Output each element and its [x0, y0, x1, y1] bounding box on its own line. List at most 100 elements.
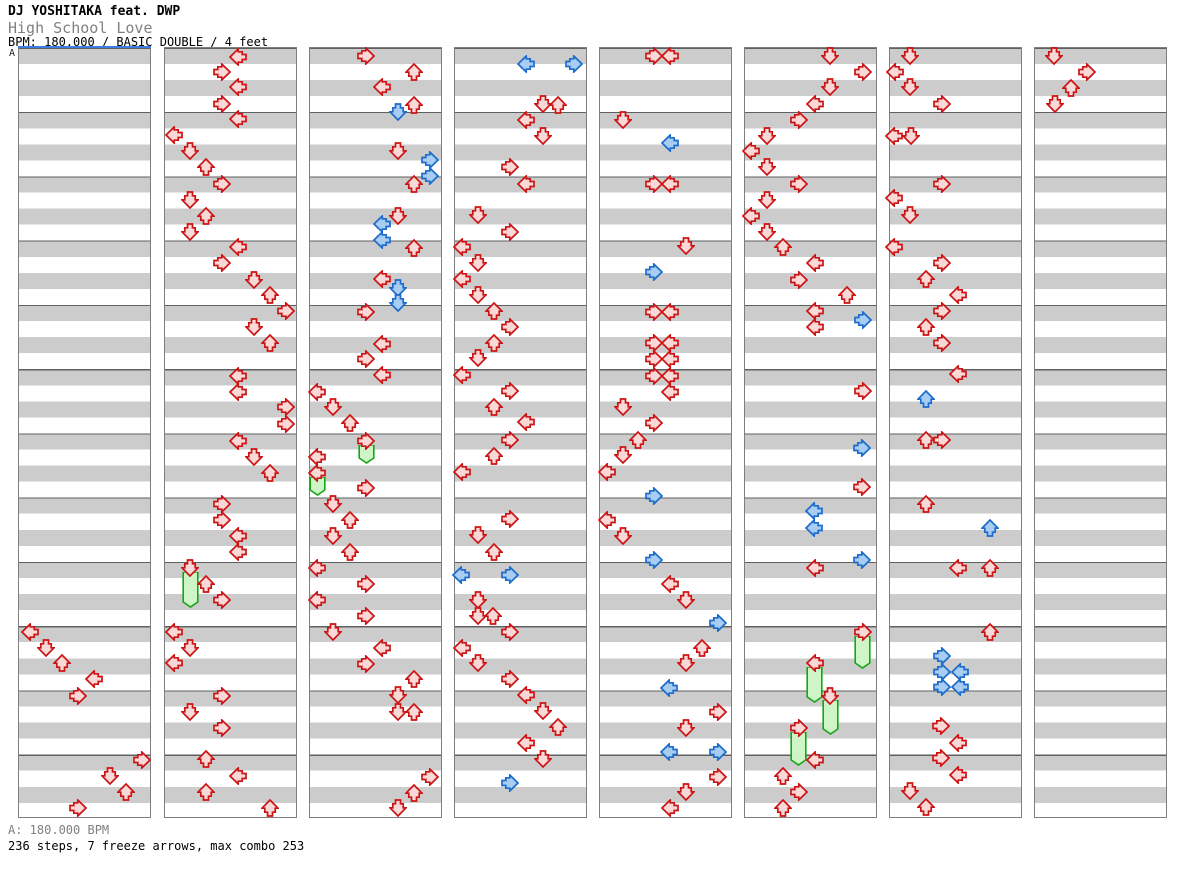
- note-arrow-down: [534, 95, 552, 113]
- note-arrow-down: [469, 591, 487, 609]
- note-arrow-right: [133, 751, 151, 769]
- note-arrow-down: [181, 191, 199, 209]
- note-arrow-right: [501, 623, 519, 641]
- note-arrow-left: [805, 502, 823, 520]
- note-arrow-up: [981, 519, 999, 537]
- note-arrow-right: [932, 749, 950, 767]
- note-arrow-down: [181, 703, 199, 721]
- measure-panel-3: [309, 47, 442, 818]
- note-arrow-down: [677, 719, 695, 737]
- note-arrow-left: [949, 286, 967, 304]
- note-arrow-left: [806, 559, 824, 577]
- note-arrow-right: [853, 551, 871, 569]
- freeze-arrow-body: [789, 731, 807, 770]
- measure-panel-8: [1034, 47, 1167, 818]
- note-arrow-right: [790, 175, 808, 193]
- note-arrow-right: [501, 382, 519, 400]
- note-arrow-right: [501, 431, 519, 449]
- note-arrow-left: [229, 767, 247, 785]
- note-arrow-down: [181, 223, 199, 241]
- note-arrow-down: [389, 279, 407, 297]
- note-arrow-left: [949, 559, 967, 577]
- note-arrow-up: [774, 799, 792, 817]
- note-arrow-right: [501, 566, 519, 584]
- note-arrow-left: [661, 383, 679, 401]
- footer-bpm-line: A: 180.000 BPM: [8, 823, 110, 837]
- note-arrow-right: [501, 318, 519, 336]
- note-arrow-down: [821, 687, 839, 705]
- note-arrow-down: [1046, 95, 1064, 113]
- note-arrow-right: [790, 783, 808, 801]
- note-arrow-right: [645, 414, 663, 432]
- note-arrow-left: [229, 543, 247, 561]
- note-arrow-left: [660, 743, 678, 761]
- note-arrow-right: [933, 647, 951, 665]
- note-arrow-left: [949, 365, 967, 383]
- note-arrow-left: [229, 432, 247, 450]
- note-arrow-left: [661, 334, 679, 352]
- note-arrow-down: [758, 127, 776, 145]
- note-arrow-left: [373, 270, 391, 288]
- note-arrow-right: [853, 478, 871, 496]
- bpm-difficulty-meta: BPM: 180.000 / BASIC DOUBLE / 4 feet: [8, 35, 269, 49]
- note-arrow-down: [758, 191, 776, 209]
- note-arrow-up: [261, 464, 279, 482]
- note-arrow-right: [645, 263, 663, 281]
- note-arrow-right: [853, 439, 871, 457]
- note-arrow-down: [821, 78, 839, 96]
- note-arrow-right: [357, 350, 375, 368]
- note-arrow-left: [517, 175, 535, 193]
- note-arrow-right: [501, 510, 519, 528]
- note-arrow-left: [373, 366, 391, 384]
- note-arrow-up: [197, 158, 215, 176]
- note-arrow-up: [549, 718, 567, 736]
- note-arrow-up: [197, 750, 215, 768]
- note-arrow-right: [854, 382, 872, 400]
- song-title: High School Love: [8, 19, 153, 37]
- note-arrow-left: [805, 519, 823, 537]
- note-arrow-right: [854, 623, 872, 641]
- note-arrow-up: [917, 798, 935, 816]
- note-arrow-down: [677, 237, 695, 255]
- note-arrow-left: [806, 318, 824, 336]
- note-arrow-down: [901, 47, 919, 65]
- note-arrow-left: [949, 734, 967, 752]
- note-arrow-left: [229, 238, 247, 256]
- note-arrow-down: [469, 206, 487, 224]
- note-arrow-right: [69, 799, 87, 817]
- note-arrow-left: [308, 464, 326, 482]
- note-arrow-down: [677, 591, 695, 609]
- note-arrow-down: [534, 702, 552, 720]
- note-arrow-right: [933, 254, 951, 272]
- note-arrow-up: [917, 495, 935, 513]
- note-arrow-down: [389, 294, 407, 312]
- note-arrow-down: [324, 623, 342, 641]
- note-arrow-right: [1078, 63, 1096, 81]
- note-arrow-down: [181, 142, 199, 160]
- note-arrow-down: [469, 526, 487, 544]
- note-arrow-up: [485, 543, 503, 561]
- note-arrow-down: [677, 654, 695, 672]
- note-arrow-left: [517, 686, 535, 704]
- note-arrow-right: [854, 311, 872, 329]
- note-arrow-right: [501, 158, 519, 176]
- note-arrow-right: [645, 175, 663, 193]
- note-arrow-down: [37, 639, 55, 657]
- note-arrow-down: [821, 47, 839, 65]
- note-arrow-up: [917, 390, 935, 408]
- note-arrow-left: [85, 670, 103, 688]
- note-arrow-right: [932, 717, 950, 735]
- note-arrow-right: [421, 167, 439, 185]
- note-arrow-up: [629, 431, 647, 449]
- note-arrow-up: [261, 286, 279, 304]
- note-arrow-up: [485, 398, 503, 416]
- note-arrow-down: [245, 318, 263, 336]
- note-arrow-right: [645, 551, 663, 569]
- note-arrow-down: [469, 254, 487, 272]
- note-arrow-left: [517, 734, 535, 752]
- note-arrow-right: [357, 479, 375, 497]
- note-arrow-down: [614, 398, 632, 416]
- note-arrow-down: [469, 654, 487, 672]
- note-arrow-up: [53, 654, 71, 672]
- note-arrow-up: [341, 543, 359, 561]
